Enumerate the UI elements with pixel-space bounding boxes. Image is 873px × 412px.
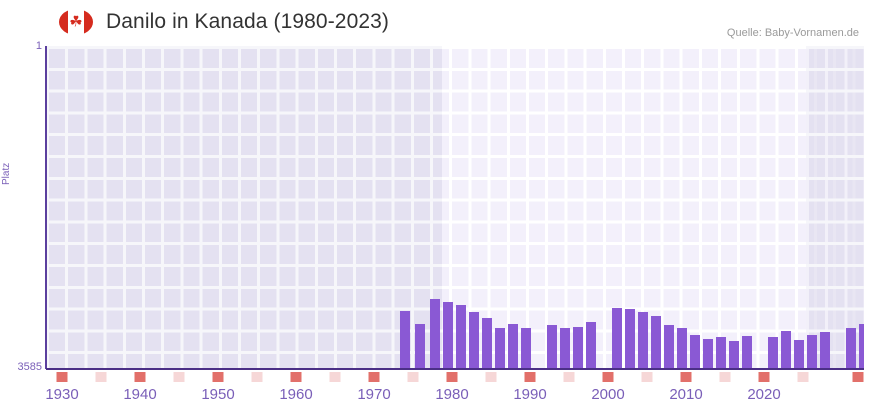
x-tick-mark (56, 372, 68, 382)
bar[interactable] (560, 328, 570, 368)
x-tick-mark (368, 372, 380, 382)
bar[interactable] (859, 324, 864, 368)
x-tick-mark (758, 372, 770, 382)
x-tick-label: 1980 (435, 386, 469, 403)
chart-plot-area (46, 46, 864, 368)
bar[interactable] (456, 305, 466, 368)
bar[interactable] (781, 331, 791, 368)
bar-series-platz (46, 46, 864, 368)
x-tick-label: 1950 (201, 386, 235, 403)
x-tick-mark (524, 372, 536, 382)
out-of-range-band-left (46, 46, 442, 368)
x-tick-mark (290, 372, 302, 382)
x-tick-mark (329, 372, 341, 382)
bar[interactable] (794, 340, 804, 368)
x-tick-mark (680, 372, 692, 382)
x-tick-mark (797, 372, 809, 382)
x-tick-label: 1990 (513, 386, 547, 403)
x-tick-mark (641, 372, 653, 382)
flag-band-left (59, 9, 68, 35)
x-tick-label: 2000 (591, 386, 625, 403)
page-title: Danilo in Kanada (1980-2023) (106, 10, 389, 33)
x-tick-label: 2010 (669, 386, 703, 403)
x-tick-mark (407, 372, 419, 382)
x-tick-mark (563, 372, 575, 382)
bar[interactable] (664, 325, 674, 368)
canada-flag-icon: ☘ (59, 9, 93, 35)
chart-header: ☘ Danilo in Kanada (1980-2023) Quelle: B… (0, 0, 873, 44)
bar[interactable] (651, 316, 661, 368)
bar[interactable] (703, 339, 713, 368)
out-of-range-band-right (806, 46, 864, 368)
source-attribution: Quelle: Baby-Vornamen.de (726, 27, 859, 39)
bar[interactable] (625, 309, 635, 368)
maple-leaf-icon: ☘ (69, 13, 83, 31)
y-tick-bottom: 3585 (17, 361, 42, 373)
x-tick-label: 1930 (45, 386, 79, 403)
flag-band-right (84, 9, 93, 35)
bar[interactable] (469, 312, 479, 368)
bar[interactable] (400, 311, 410, 368)
x-tick-mark (212, 372, 224, 382)
out-of-range-gridlines-left (46, 46, 442, 368)
bar[interactable] (495, 328, 505, 368)
bar[interactable] (677, 328, 687, 368)
bar[interactable] (729, 341, 739, 368)
x-tick-mark (852, 372, 864, 382)
x-tick-label: 2020 (747, 386, 781, 403)
bar[interactable] (415, 324, 425, 368)
bar[interactable] (742, 336, 752, 368)
bar[interactable] (716, 337, 726, 368)
x-tick-mark (134, 372, 146, 382)
x-axis-ticks: 1930 1940 1950 1960 1970 1980 1990 2000 2010 2020 (0, 372, 873, 412)
x-tick-mark (602, 372, 614, 382)
out-of-range-gridlines-right (806, 46, 864, 368)
x-tick-label: 1940 (123, 386, 157, 403)
x-tick-label: 1970 (357, 386, 391, 403)
bar[interactable] (768, 337, 778, 368)
bar[interactable] (443, 302, 453, 368)
y-tick-top: 1 (35, 40, 42, 52)
bar[interactable] (547, 325, 557, 368)
y-axis-line (45, 46, 47, 369)
bar[interactable] (846, 328, 856, 368)
x-tick-mark (446, 372, 458, 382)
bar[interactable] (508, 324, 518, 368)
x-tick-label: 1960 (279, 386, 313, 403)
x-tick-mark (173, 372, 185, 382)
bar[interactable] (690, 335, 700, 368)
bar[interactable] (482, 318, 492, 368)
bar[interactable] (573, 327, 583, 368)
x-axis-line (46, 368, 864, 370)
bar[interactable] (820, 332, 830, 368)
y-axis-ticks: 1 3585 (0, 0, 42, 412)
bar[interactable] (521, 328, 531, 368)
x-tick-mark (251, 372, 263, 382)
bar[interactable] (586, 322, 596, 368)
bar[interactable] (430, 299, 440, 368)
x-tick-mark (95, 372, 107, 382)
x-tick-mark (719, 372, 731, 382)
bar[interactable] (807, 335, 817, 368)
bar[interactable] (612, 308, 622, 368)
bar[interactable] (638, 312, 648, 368)
x-tick-mark (485, 372, 497, 382)
